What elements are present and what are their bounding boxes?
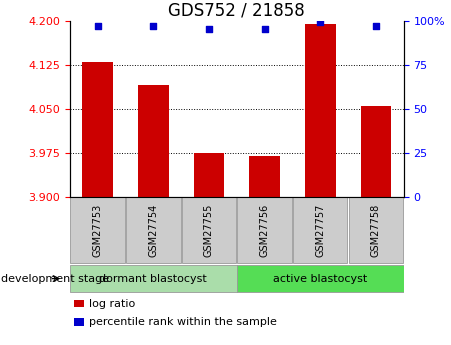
FancyBboxPatch shape <box>126 197 180 263</box>
FancyBboxPatch shape <box>237 197 292 263</box>
FancyBboxPatch shape <box>237 265 404 292</box>
Text: GSM27757: GSM27757 <box>315 204 325 257</box>
Text: GSM27755: GSM27755 <box>204 204 214 257</box>
Text: development stage: development stage <box>1 274 109 284</box>
Bar <box>249 156 280 197</box>
Title: GDS752 / 21858: GDS752 / 21858 <box>168 1 305 19</box>
Bar <box>193 152 224 197</box>
Point <box>94 23 101 29</box>
FancyBboxPatch shape <box>349 197 403 263</box>
Bar <box>74 318 84 326</box>
FancyBboxPatch shape <box>70 265 237 292</box>
Text: GSM27756: GSM27756 <box>260 204 270 257</box>
Bar <box>74 300 84 307</box>
Point <box>205 27 212 32</box>
FancyBboxPatch shape <box>293 197 347 263</box>
Point <box>372 23 379 29</box>
Text: percentile rank within the sample: percentile rank within the sample <box>89 317 277 327</box>
FancyBboxPatch shape <box>182 197 236 263</box>
Text: log ratio: log ratio <box>89 299 135 308</box>
Text: GSM27753: GSM27753 <box>93 204 103 257</box>
Point <box>317 20 324 25</box>
Bar <box>360 106 391 197</box>
FancyBboxPatch shape <box>70 197 125 263</box>
Point <box>150 23 157 29</box>
Bar <box>138 85 169 197</box>
Text: GSM27754: GSM27754 <box>148 204 158 257</box>
Bar <box>83 62 113 197</box>
Text: dormant blastocyst: dormant blastocyst <box>100 274 207 284</box>
Text: GSM27758: GSM27758 <box>371 204 381 257</box>
Point <box>261 27 268 32</box>
Text: active blastocyst: active blastocyst <box>273 274 367 284</box>
Bar <box>305 24 336 197</box>
